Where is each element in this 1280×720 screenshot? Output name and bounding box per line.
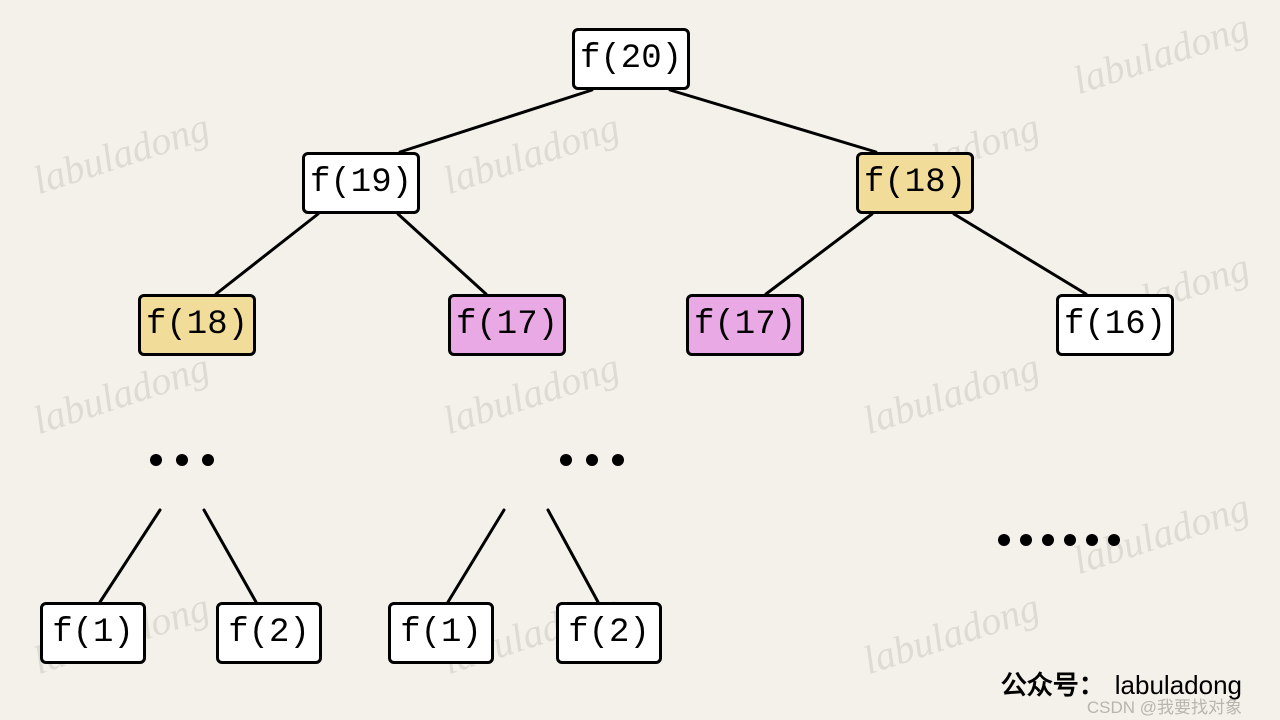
tree-node: f(20) xyxy=(572,28,690,90)
ellipsis-dot xyxy=(586,454,598,466)
ellipsis-dot xyxy=(1020,534,1032,546)
tree-edge xyxy=(398,214,486,294)
diagram-canvas: labuladonglabuladonglabuladonglabuladong… xyxy=(0,0,1280,720)
tree-node: f(2) xyxy=(556,602,662,664)
ellipsis-dot xyxy=(1086,534,1098,546)
tree-edge xyxy=(216,214,318,294)
ellipsis-dot xyxy=(176,454,188,466)
ellipsis-dot xyxy=(612,454,624,466)
tree-node: f(16) xyxy=(1056,294,1174,356)
tree-edge xyxy=(954,214,1086,294)
csdn-credit: CSDN @我要找对象 xyxy=(1087,693,1242,718)
node-label: f(2) xyxy=(228,614,310,652)
ellipsis xyxy=(150,454,214,466)
tree-edge xyxy=(548,510,598,602)
node-label: f(19) xyxy=(310,164,412,202)
tree-node: f(2) xyxy=(216,602,322,664)
node-label: f(17) xyxy=(456,306,558,344)
node-label: f(16) xyxy=(1064,306,1166,344)
node-label: f(1) xyxy=(52,614,134,652)
tree-node: f(1) xyxy=(388,602,494,664)
ellipsis-dot xyxy=(1108,534,1120,546)
ellipsis-dot xyxy=(150,454,162,466)
node-label: f(17) xyxy=(694,306,796,344)
tree-edge xyxy=(670,90,876,152)
ellipsis-dot xyxy=(1042,534,1054,546)
node-label: f(1) xyxy=(400,614,482,652)
ellipsis xyxy=(998,534,1120,546)
ellipsis-dot xyxy=(202,454,214,466)
tree-edge xyxy=(400,90,592,152)
tree-node: f(18) xyxy=(138,294,256,356)
tree-node: f(19) xyxy=(302,152,420,214)
tree-edge xyxy=(204,510,256,602)
node-label: f(2) xyxy=(568,614,650,652)
tree-edge xyxy=(766,214,872,294)
ellipsis-dot xyxy=(998,534,1010,546)
ellipsis-dot xyxy=(560,454,572,466)
tree-node: f(18) xyxy=(856,152,974,214)
tree-edge xyxy=(448,510,504,602)
tree-node: f(17) xyxy=(686,294,804,356)
ellipsis xyxy=(560,454,624,466)
tree-node: f(1) xyxy=(40,602,146,664)
node-label: f(18) xyxy=(146,306,248,344)
node-label: f(20) xyxy=(580,40,682,78)
node-label: f(18) xyxy=(864,164,966,202)
tree-node: f(17) xyxy=(448,294,566,356)
ellipsis-dot xyxy=(1064,534,1076,546)
tree-edge xyxy=(100,510,160,602)
